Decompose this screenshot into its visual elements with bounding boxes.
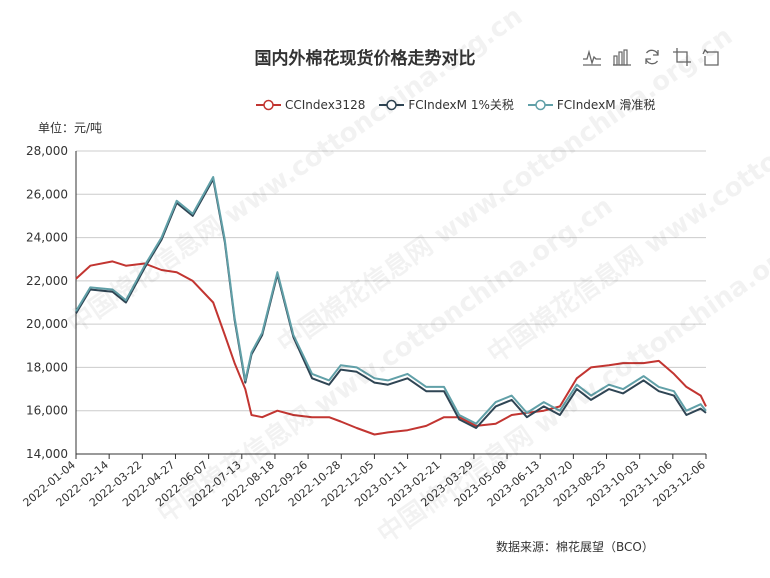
legend-item-fc1[interactable]: FCIndexM 1%关税 [379,96,514,113]
data-source-label: 数据来源：棉花展望（BCO） [496,540,654,554]
y-tick-label-6: 26,000 [26,187,68,201]
series-line-1 [75,178,707,429]
legend-item-fcs[interactable]: FCIndexM 滑准税 [527,96,656,113]
chart-legend: CCIndex3128 FCIndexM 1%关税 FCIndexM 滑准税 [256,96,655,113]
line-chart-icon[interactable] [582,47,602,67]
y-tick-label-3: 20,000 [26,317,68,331]
chart-toolbar [582,47,722,67]
y-tick-label-0: 14,000 [26,447,68,461]
y-tick-label-4: 22,000 [26,274,68,288]
restore-icon[interactable] [702,47,722,67]
legend-marker-cc [256,99,281,110]
series-line-2 [75,176,707,425]
legend-item-cc[interactable]: CCIndex3128 [256,96,365,113]
y-tick-label-2: 18,000 [26,360,68,374]
y-tick-label-7: 28,000 [26,144,68,158]
y-axis-unit-label: 单位：元/吨 [38,121,103,135]
legend-label-cc: CCIndex3128 [285,97,366,112]
crop-icon[interactable] [672,47,692,67]
legend-label-fc1: FCIndexM 1%关税 [408,98,514,112]
legend-marker-fcs [527,99,553,110]
y-tick-label-5: 24,000 [26,231,68,245]
series-line-0 [75,260,707,436]
legend-label-fcs: FCIndexM 滑准税 [556,98,656,112]
legend-marker-fc1 [379,99,405,110]
refresh-icon[interactable] [642,47,662,67]
bar-chart-icon[interactable] [612,47,632,67]
y-tick-label-1: 16,000 [26,404,68,418]
chart-title: 国内外棉花现货价格走势对比 [254,49,476,69]
